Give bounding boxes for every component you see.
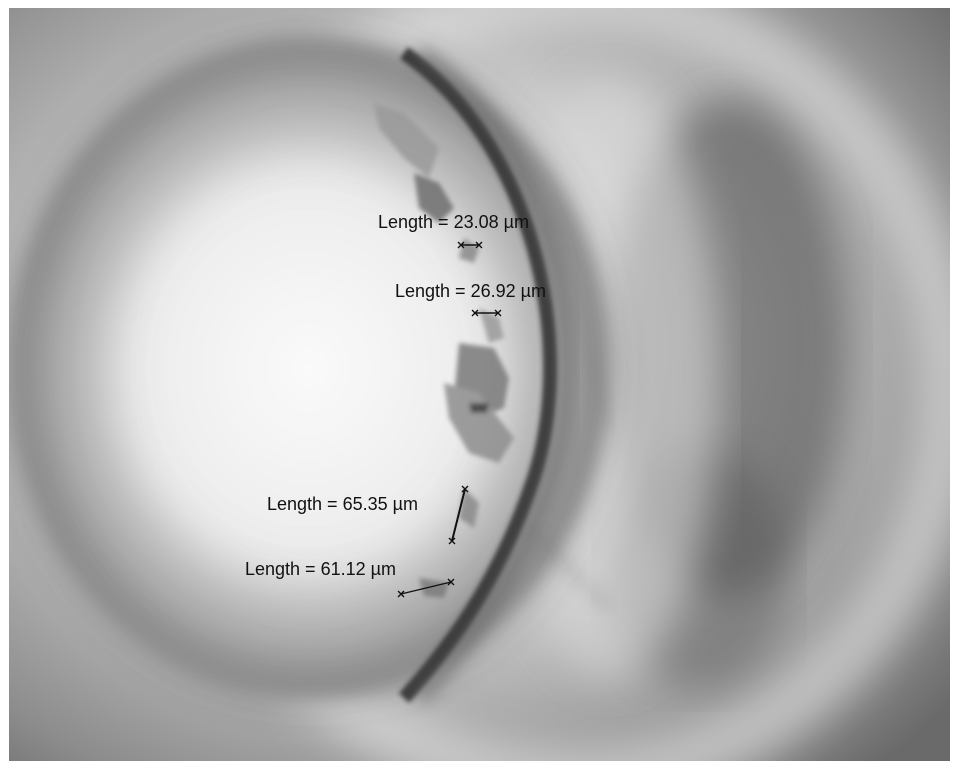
micrograph-background xyxy=(9,8,950,761)
measurement-label-3: Length = 65.35 µm xyxy=(267,494,418,514)
measurement-label-2: Length = 26.92 µm xyxy=(395,281,546,301)
micrograph-image: Length = 23.08 µm Length = 26.92 µm Leng… xyxy=(9,8,950,761)
measurement-label-1: Length = 23.08 µm xyxy=(378,212,529,232)
measurement-label-4: Length = 61.12 µm xyxy=(245,559,396,579)
